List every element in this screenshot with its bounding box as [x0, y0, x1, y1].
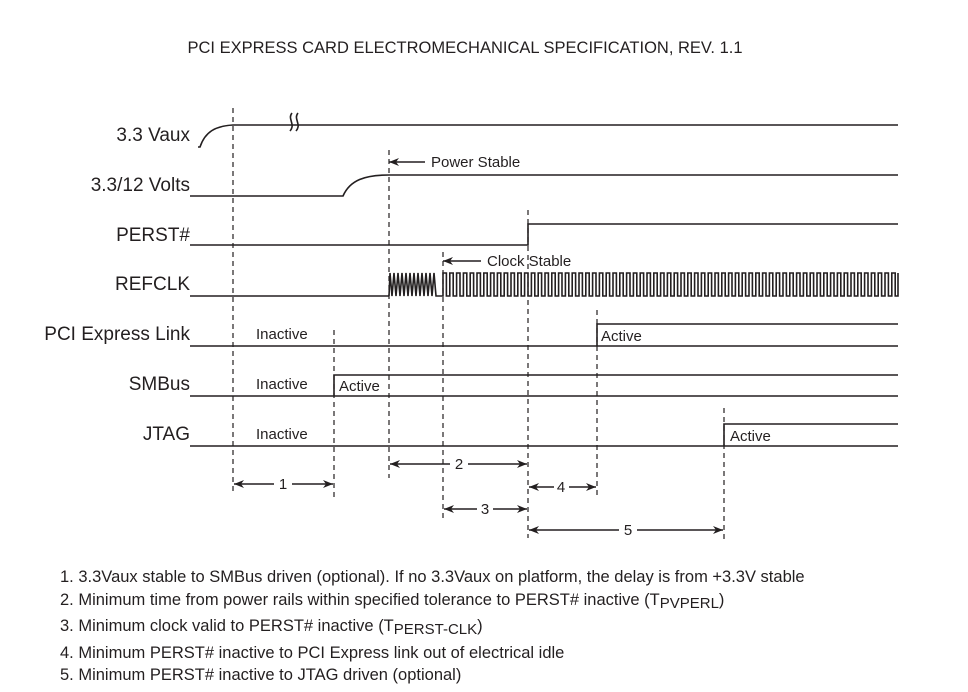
link-inactive-label: Inactive	[256, 326, 308, 343]
interval-5-label: 5	[624, 522, 632, 539]
footnote-2: 2. Minimum time from power rails within …	[60, 590, 725, 612]
interval-1-label: 1	[279, 476, 287, 493]
footnote-4: 4. Minimum PERST# inactive to PCI Expres…	[60, 643, 565, 662]
jtag-active-label: Active	[730, 428, 771, 445]
signal-label-perst: PERST#	[116, 225, 190, 246]
refclk-unstable-section	[388, 272, 441, 297]
smbus-inactive-label: Inactive	[256, 376, 308, 393]
interval-2-label: 2	[455, 456, 463, 473]
refclk-stable-section	[441, 272, 899, 297]
link-active-label: Active	[601, 328, 642, 345]
smbus-active-label: Active	[339, 378, 380, 395]
signal-label-smbus: SMBus	[129, 374, 190, 395]
waveform-vaux	[198, 124, 898, 148]
footnote-1: 1. 3.3Vaux stable to SMBus driven (optio…	[60, 568, 805, 586]
page-title: PCI EXPRESS CARD ELECTROMECHANICAL SPECI…	[187, 39, 742, 57]
signal-label-jtag: JTAG	[143, 424, 190, 445]
footnote-3: 3. Minimum clock valid to PERST# inactiv…	[60, 617, 483, 638]
waveform-link	[190, 323, 898, 347]
power-stable-label: Power Stable	[431, 154, 520, 171]
jtag-inactive-label: Inactive	[256, 426, 308, 443]
interval-4-label: 4	[557, 479, 565, 496]
waveform-refclk-clock	[388, 272, 899, 297]
signal-label-volts: 3.3/12 Volts	[91, 175, 190, 196]
signal-label-vaux: 3.3 Vaux	[116, 125, 190, 146]
footnotes: 1. 3.3Vaux stable to SMBus driven (optio…	[60, 566, 805, 687]
waveform-volts	[190, 174, 898, 197]
waveform-smbus	[190, 374, 898, 397]
waveform-perst	[190, 223, 898, 246]
signal-label-link: PCI Express Link	[44, 324, 190, 345]
signal-label-refclk: REFCLK	[115, 274, 190, 295]
time-break-icon	[289, 112, 299, 132]
footnote-5: 5. Minimum PERST# inactive to JTAG drive…	[60, 666, 462, 684]
waveform-jtag	[190, 423, 898, 447]
clock-stable-label: Clock Stable	[487, 253, 571, 270]
interval-3-label: 3	[481, 501, 489, 518]
